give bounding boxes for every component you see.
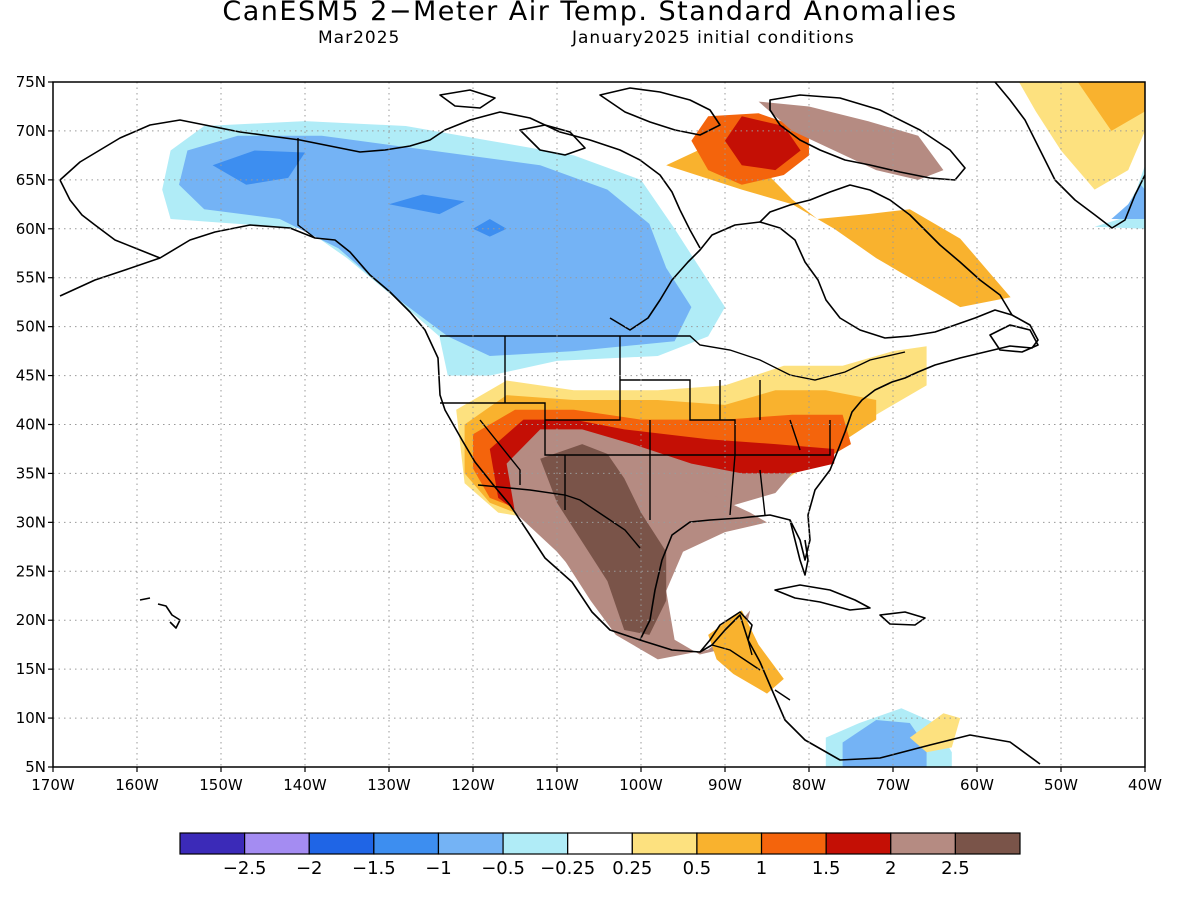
lat-label: 60N [16,220,46,238]
anomaly-region-venezuela-core-cool [842,720,927,767]
anomaly-region-nwt-core-cool [389,194,465,215]
border-us-mexico [477,484,641,549]
colorbar-swatch [760,832,827,855]
colorbar-label: −1.5 [352,858,396,879]
lat-label: 30N [16,513,46,531]
lon-label: 110W [535,776,579,794]
colorbar-swatch [373,832,440,855]
colorbar-label: 2 [885,858,896,879]
lat-label: 45N [16,367,46,385]
coastline-alaska-north [59,111,681,211]
colorbar-swatch [502,832,569,855]
lon-label: 120W [451,776,495,794]
colorbar-swatch [954,832,1021,855]
lon-label: 130W [367,776,411,794]
border-alaska-canada [297,138,316,239]
lat-label: 75N [16,73,46,91]
lon-label: 80W [792,776,826,794]
lat-label: 5N [25,758,46,776]
lon-label: 40W [1128,776,1162,794]
colorbar-label: −0.25 [540,858,595,879]
init-conditions-label: January2025 initial conditions [572,28,855,48]
lon-label: 70W [876,776,910,794]
lat-label: 55N [16,269,46,287]
lon-label: 90W [708,776,742,794]
anomaly-region-ellesmere-hot [758,101,944,180]
colorbar-label: 1.5 [812,858,841,879]
colorbar-label: 1 [756,858,767,879]
colorbar-label: −2.5 [223,858,267,879]
coastline-cuba [774,584,871,611]
colorbar-label: 0.5 [683,858,712,879]
latitude-labels: 75N 70N 65N 60N 55N 50N 45N 40N 35N 30N 25N 20N 15N 1… [16,73,53,776]
colorbar: −2.5 −2 −1.5 −1 −0.5 −0.25 0.25 0.5 1 1.5 2 2.5 [179,832,1021,879]
lon-label: 100W [619,776,663,794]
coastline-hudson-bay [679,184,1013,316]
lat-label: 15N [16,660,46,678]
coastlines [59,82,1145,765]
colorbar-swatch [179,832,246,855]
coastline-hawaii [139,597,181,629]
border-central-america [711,639,791,701]
lon-label: 150W [199,776,243,794]
anomaly-region-central-america-warm [708,610,784,694]
colorbar-swatch [244,832,310,855]
coastline-yucatan [699,611,753,653]
lat-label: 25N [16,562,46,580]
anomaly-region-labrador-warm [666,145,1011,308]
valid-month-label: Mar2025 [318,28,401,48]
colorbar-label: −1 [425,858,452,879]
coastline-newfoundland [989,324,1039,353]
coastline-north-america [59,224,1041,765]
border-canada-us [440,335,906,381]
lon-label: 50W [1044,776,1078,794]
anomaly-region-yukon-core-cool [212,150,305,185]
lat-label: 65N [16,171,46,189]
anomaly-region-hudson-core-cool [473,219,507,237]
colorbar-swatch [308,832,375,855]
map-title: CanESM5 2−Meter Air Temp. Standard Anoma… [222,0,958,27]
coastline-alaska-west [59,179,161,259]
colorbar-label: −2 [296,858,323,879]
colorbar-swatch [567,832,633,855]
lat-label: 50N [16,318,46,336]
lat-label: 10N [16,709,46,727]
anomaly-shading [162,82,1145,767]
colorbar-label: 2.5 [941,858,970,879]
lon-label: 140W [283,776,327,794]
political-boundaries [297,138,906,701]
lon-label: 60W [960,776,994,794]
lon-label: 160W [115,776,159,794]
colorbar-swatch [437,832,504,855]
lat-lon-gridlines [53,82,1145,767]
lat-label: 70N [16,122,46,140]
lon-label: 170W [31,776,75,794]
anomaly-region-caribbean-warm [909,713,961,753]
colorbar-swatch [631,832,698,855]
colorbar-swatch [696,832,763,855]
anomaly-region-baffin-hot [725,116,801,171]
lat-label: 20N [16,611,46,629]
colorbar-swatch [825,832,892,855]
colorbar-label: 0.25 [612,858,652,879]
coastline-greenland [994,82,1145,229]
anomaly-region-canada-west-cool [179,135,692,356]
anomaly-region-four-corners-core [540,444,667,635]
colorbar-label: −0.5 [481,858,525,879]
longitude-labels: 170W 160W 150W 140W 130W 120W 110W 100W 90W 80W 70… [31,767,1162,794]
coastline-arctic-islands [439,87,721,156]
lat-label: 40N [16,416,46,434]
colorbar-swatch [890,832,956,855]
coastline-hispaniola [879,611,926,626]
coastline-baffin-island [769,94,966,181]
anomaly-region-greenland-warm-core [1077,82,1145,131]
border-states [440,336,831,520]
lat-label: 35N [16,464,46,482]
coastline-florida [789,519,809,576]
